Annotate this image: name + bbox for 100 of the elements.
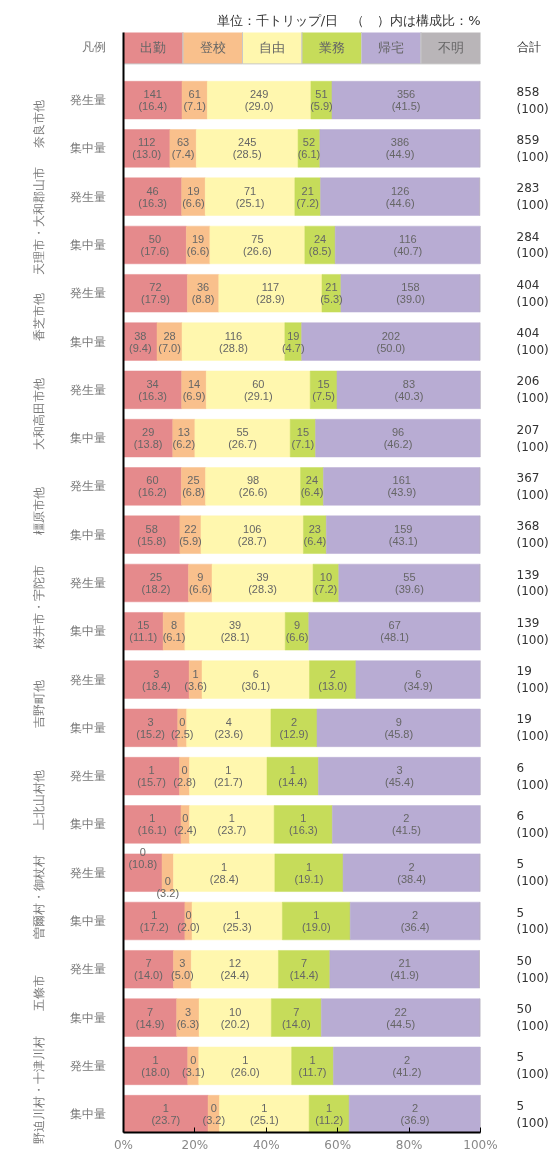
data-label: 0 (2.4) <box>173 812 197 837</box>
legend-title: 凡例 <box>81 40 106 55</box>
total-label: 6 (100) <box>516 760 549 792</box>
data-label: 1 (14.4) <box>278 764 308 789</box>
text: 不明 <box>437 39 464 55</box>
data-label: 2 (41.5) <box>392 812 421 837</box>
data-label: 38 (9.4) <box>128 329 152 354</box>
y-tick-label: 集中量 <box>69 1010 106 1025</box>
data-label: 1 (17.2) <box>139 909 169 933</box>
data-label: 21 (41.9) <box>390 957 420 982</box>
data-label: 1 (23.7) <box>151 1102 181 1127</box>
data-label: 3 (18.4) <box>141 667 171 692</box>
total-label: 206 (100) <box>516 374 549 406</box>
data-label: 1 (3.6) <box>184 667 207 692</box>
data-label: 3 (6.3) <box>176 1005 200 1030</box>
data-label: 75 (26.6) <box>243 232 272 257</box>
data-label: 15 (7.5) <box>312 377 335 402</box>
data-label: 63 (7.4) <box>171 136 195 161</box>
data-label: 4 (23.6) <box>214 715 244 740</box>
data-label: 117 (28.9) <box>256 281 285 306</box>
data-label: 0 (2.5) <box>170 715 194 740</box>
data-label: 21 (7.2) <box>296 184 320 209</box>
text: 五條市 <box>32 975 47 1012</box>
data-label: 3 (5.0) <box>171 957 194 982</box>
data-label: 72 (17.9) <box>141 281 170 306</box>
data-label: 6 (34.9) <box>403 667 433 692</box>
data-label: 2 (36.4) <box>400 909 430 933</box>
data-label: 1 (16.1) <box>137 812 167 837</box>
data-label: 7 (14.4) <box>289 957 319 982</box>
text: 帰宅 <box>378 39 405 55</box>
total-label: 283 (100) <box>516 181 549 213</box>
data-label: 2 (12.9) <box>279 715 309 740</box>
data-label: 29 (13.8) <box>133 426 163 451</box>
data-label: 9 (6.6) <box>188 570 212 595</box>
data-label: 14 (6.9) <box>182 377 206 402</box>
total-label: 5 (100) <box>516 1050 549 1082</box>
y-tick-label: 発生量 <box>69 575 106 590</box>
data-label: 386 (44.9) <box>385 136 415 161</box>
data-label: 22 (44.5) <box>386 1005 416 1030</box>
data-label: 202 (50.0) <box>376 329 406 354</box>
text: 大和高田市他 <box>32 377 47 450</box>
y-tick-label: 集中量 <box>69 527 106 542</box>
data-label: 60 (16.2) <box>138 474 167 499</box>
data-label: 3 (45.4) <box>385 764 414 789</box>
data-label: 106 (28.7) <box>237 522 267 547</box>
text: 吉野町他 <box>32 679 47 728</box>
data-label: 55 (26.7) <box>228 426 257 451</box>
x-tick-label: 20% <box>181 1137 209 1152</box>
data-label: 39 (28.1) <box>220 619 250 644</box>
y-tick-label: 集中量 <box>69 431 106 446</box>
total-label: 404 (100) <box>516 277 549 309</box>
data-label: 67 (48.1) <box>380 619 410 644</box>
data-label: 98 (26.6) <box>238 474 268 499</box>
data-label: 8 (6.1) <box>162 619 186 644</box>
data-label: 245 (28.5) <box>232 136 262 161</box>
data-label: 0 (2.8) <box>173 764 196 789</box>
data-label: 50 (17.6) <box>140 232 170 257</box>
data-label: 15 (11.1) <box>129 619 158 644</box>
y-tick-label: 集中量 <box>69 1107 106 1122</box>
text: 野迫川村・十津川村 <box>32 1036 47 1145</box>
y-tick-label: 集中量 <box>69 817 106 832</box>
text: 自由 <box>259 39 286 55</box>
data-label: 2 (36.9) <box>400 1102 430 1127</box>
x-tick-label: 100% <box>463 1137 498 1152</box>
data-label: 1 (25.3) <box>222 909 252 933</box>
data-label: 61 (7.1) <box>183 88 207 113</box>
data-label: 23 (6.4) <box>303 522 327 547</box>
data-label: 0 (3.2) <box>202 1102 226 1127</box>
y-tick-label: 発生量 <box>69 1058 106 1073</box>
data-label: 46 (16.3) <box>138 184 167 209</box>
total-label: 50 (100) <box>516 1002 549 1033</box>
data-label: 36 (8.8) <box>191 281 215 306</box>
text: 奈良市他 <box>32 100 47 149</box>
data-label: 1 (11.2) <box>315 1102 344 1127</box>
data-label: 25 (6.8) <box>182 474 205 499</box>
total-label: 5 (100) <box>516 857 549 889</box>
data-label: 83 (40.3) <box>394 377 424 402</box>
total-label: 139 (100) <box>516 567 549 599</box>
data-label: 25 (18.2) <box>141 570 171 595</box>
y-tick-label: 発生量 <box>69 382 106 397</box>
data-label: 9 (45.8) <box>384 715 414 740</box>
y-tick-label: 発生量 <box>69 672 106 687</box>
text: 業務 <box>318 39 345 55</box>
data-label: 22 (5.9) <box>179 522 202 547</box>
y-tick-label: 集中量 <box>69 237 106 252</box>
total-label: 6 (100) <box>516 809 549 840</box>
y-tick-label: 発生量 <box>69 286 106 301</box>
text: 香芝市他 <box>32 293 47 342</box>
data-label: 7 (14.9) <box>135 1005 165 1030</box>
text: 登校 <box>199 39 226 55</box>
text: 天理市・大和郡山市 <box>32 166 47 275</box>
data-label: 1 (11.7) <box>298 1053 327 1078</box>
text: 単位：千トリップ/日 （ ）内は構成比：% <box>216 12 481 28</box>
data-label: 0 (2.0) <box>177 909 200 933</box>
data-label: 1 (15.7) <box>137 764 166 789</box>
y-tick-label: 集中量 <box>69 334 106 349</box>
total-label: 284 (100) <box>516 229 549 261</box>
data-label: 1 (16.3) <box>288 812 318 837</box>
data-label: 60 (29.1) <box>243 377 273 402</box>
total-label: 19 (100) <box>516 712 549 744</box>
